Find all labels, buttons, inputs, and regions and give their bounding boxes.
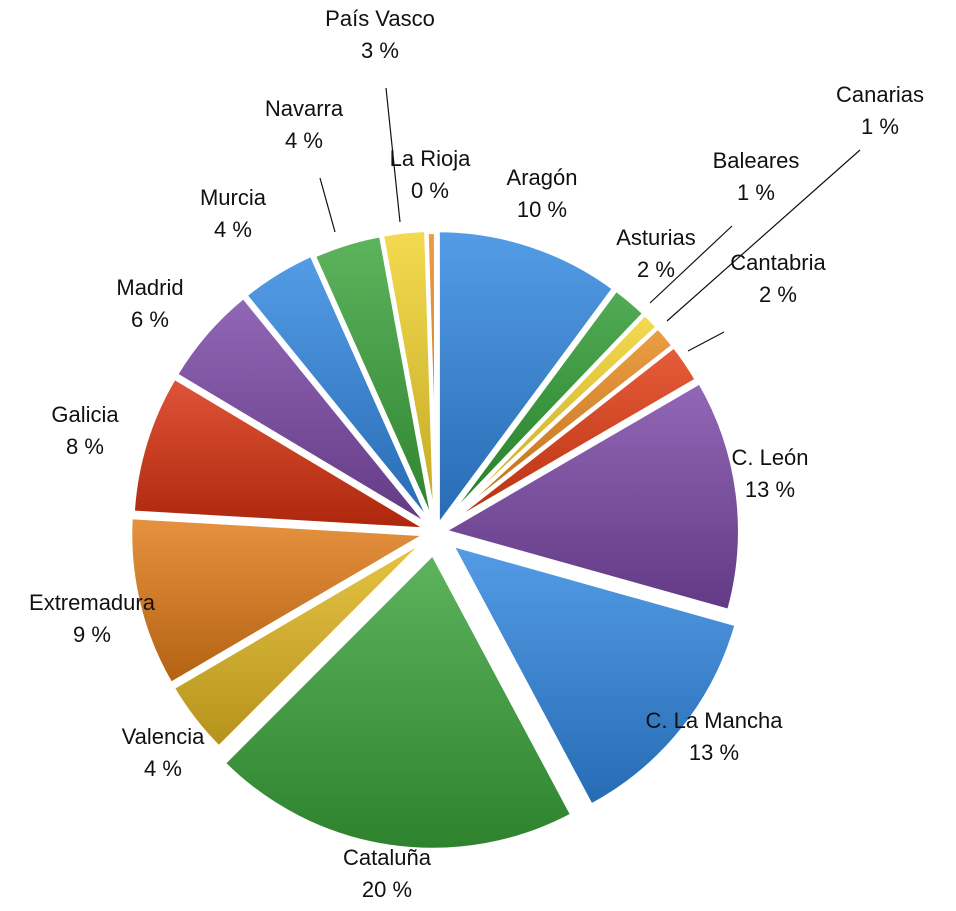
- slice-label: Cantabria 2 %: [730, 250, 826, 307]
- slice-label-name: C. La Mancha: [646, 708, 784, 733]
- slice-label-name: Canarias: [836, 82, 924, 107]
- pie-slice: [438, 344, 699, 531]
- slice-label-value: 20 %: [362, 877, 412, 902]
- slice-label-value: 4 %: [285, 128, 323, 153]
- pie-slice: [170, 536, 431, 750]
- slice-label: Baleares 1 %: [713, 148, 800, 205]
- slice-label-value: 4 %: [144, 756, 182, 781]
- slice-label: Murcia 4 %: [200, 185, 267, 242]
- slice-label-value: 3 %: [361, 38, 399, 63]
- leader-line: [319, 177, 336, 233]
- slice-label: Asturias 2 %: [616, 225, 695, 282]
- slice-label-value: 13 %: [745, 477, 795, 502]
- leader-line: [385, 87, 401, 223]
- pie-slice: [243, 252, 434, 528]
- pie-slice: [221, 551, 575, 852]
- slice-label-value: 1 %: [861, 114, 899, 139]
- pie-slices: [128, 228, 742, 852]
- slice-label-value: 1 %: [737, 180, 775, 205]
- pie-slice: [173, 294, 432, 529]
- leader-lines: [319, 87, 861, 352]
- slice-labels: Aragón 10 %Asturias 2 %Baleares 1 %Canarias…: [29, 6, 924, 902]
- slice-label-name: Galicia: [51, 402, 119, 427]
- slice-label: Aragón 10 %: [507, 165, 578, 222]
- slice-label-value: 2 %: [637, 257, 675, 282]
- slice-label-value: 0 %: [411, 178, 449, 203]
- slice-label-name: País Vasco: [325, 6, 435, 31]
- leader-line: [666, 149, 861, 322]
- slice-label-value: 13 %: [689, 740, 739, 765]
- slice-label-name: Cataluña: [343, 845, 432, 870]
- slice-label: Madrid 6 %: [116, 275, 183, 332]
- leader-line: [687, 331, 725, 352]
- slice-label-value: 4 %: [214, 217, 252, 242]
- slice-label-name: La Rioja: [390, 146, 471, 171]
- slice-label-value: 8 %: [66, 434, 104, 459]
- slice-label: Cataluña 20 %: [343, 845, 432, 902]
- pie-slice: [435, 228, 617, 529]
- pie-slice: [424, 230, 438, 530]
- slice-label-name: Asturias: [616, 225, 695, 250]
- slice-label-value: 10 %: [517, 197, 567, 222]
- slice-label: C. León 13 %: [731, 445, 808, 502]
- slice-label-name: Navarra: [265, 96, 344, 121]
- pie-slice: [130, 375, 431, 532]
- slice-label: La Rioja 0 %: [390, 146, 471, 203]
- slice-label-name: Cantabria: [730, 250, 826, 275]
- slice-label: País Vasco 3 %: [325, 6, 435, 63]
- slice-label-name: Valencia: [122, 724, 206, 749]
- leader-line: [649, 225, 733, 304]
- pie-slice: [449, 542, 739, 808]
- slice-label-value: 2 %: [759, 282, 797, 307]
- slice-label-name: Madrid: [116, 275, 183, 300]
- slice-label: Canarias 1 %: [836, 82, 924, 139]
- slice-label-name: Aragón: [507, 165, 578, 190]
- slice-label-name: Baleares: [713, 148, 800, 173]
- slice-label: Galicia 8 %: [51, 402, 119, 459]
- pie-slice: [379, 228, 438, 529]
- slice-label: C. La Mancha 13 %: [646, 708, 784, 765]
- slice-label-name: Extremadura: [29, 590, 156, 615]
- slice-label-value: 6 %: [131, 307, 169, 332]
- pie-slice: [128, 515, 429, 686]
- slice-label-name: C. León: [731, 445, 808, 470]
- slice-label-value: 9 %: [73, 622, 111, 647]
- slice-label: Navarra 4 %: [265, 96, 344, 153]
- slice-label-name: Murcia: [200, 185, 267, 210]
- pie-slice: [441, 380, 742, 613]
- slice-label: Valencia 4 %: [122, 724, 206, 781]
- slice-label: Extremadura 9 %: [29, 590, 156, 647]
